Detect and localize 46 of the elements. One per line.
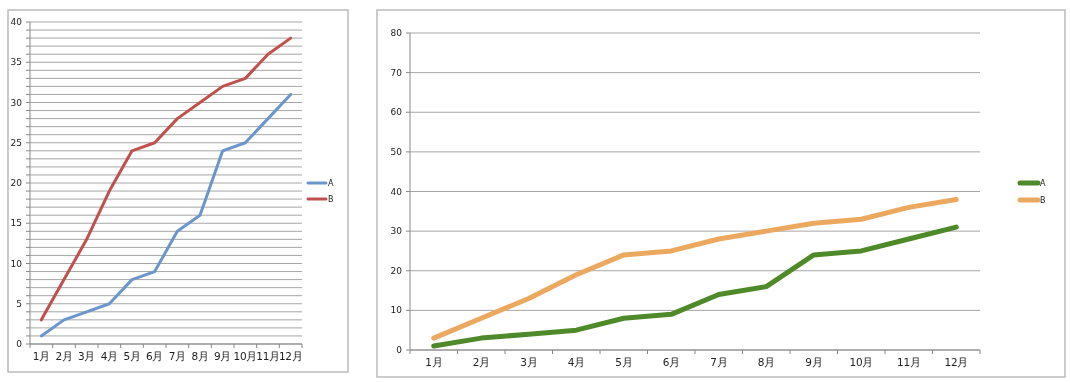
- x-tick-label: 1月: [32, 350, 50, 362]
- x-tick-label: 8月: [191, 350, 209, 362]
- y-tick-label: 10: [10, 258, 23, 269]
- y-tick-label: 10: [390, 305, 403, 316]
- x-tick-label: 6月: [146, 350, 164, 362]
- legend-label: A: [328, 179, 334, 188]
- x-tick-label: 2月: [55, 350, 73, 362]
- y-tick-label: 40: [390, 186, 403, 197]
- y-tick-label: 70: [390, 67, 403, 78]
- x-tick-label: 12月: [278, 350, 303, 362]
- x-tick-label: 5月: [123, 350, 141, 362]
- y-tick-label: 30: [390, 226, 403, 237]
- y-tick-label: 30: [10, 97, 23, 108]
- y-tick-label: 60: [390, 107, 403, 118]
- x-tick-label: 4月: [567, 356, 585, 368]
- x-tick-label: 12月: [944, 356, 968, 368]
- y-tick-label: 40: [10, 17, 23, 27]
- x-tick-label: 2月: [472, 356, 490, 368]
- x-tick-label: 10月: [849, 356, 873, 368]
- x-tick-label: 9月: [214, 350, 232, 362]
- x-tick-label: 3月: [520, 356, 538, 368]
- x-tick-label: 10月: [233, 350, 258, 362]
- x-tick-label: 9月: [805, 356, 823, 368]
- y-tick-label: 0: [396, 345, 403, 355]
- x-tick-label: 7月: [710, 356, 728, 368]
- legend-label: B: [1040, 196, 1046, 205]
- y-tick-label: 35: [10, 57, 22, 68]
- y-tick-label: 15: [10, 218, 22, 229]
- y-tick-label: 0: [16, 339, 23, 349]
- y-tick-label: 80: [390, 28, 403, 38]
- x-tick-label: 11月: [897, 356, 921, 368]
- y-tick-label: 50: [390, 146, 403, 157]
- x-tick-label: 1月: [425, 356, 443, 368]
- y-tick-label: 20: [10, 178, 23, 188]
- x-tick-label: 3月: [78, 350, 96, 362]
- y-tick-label: 20: [390, 265, 403, 276]
- legend-label: B: [328, 195, 334, 204]
- x-tick-label: 6月: [662, 356, 680, 368]
- x-tick-label: 7月: [168, 350, 186, 362]
- x-tick-label: 5月: [615, 356, 633, 368]
- legend-label: A: [1040, 179, 1046, 188]
- y-tick-label: 25: [10, 137, 22, 148]
- y-tick-label: 5: [16, 298, 22, 309]
- x-tick-label: 4月: [100, 350, 118, 362]
- x-tick-label: 8月: [757, 356, 775, 368]
- x-tick-label: 11月: [256, 350, 280, 362]
